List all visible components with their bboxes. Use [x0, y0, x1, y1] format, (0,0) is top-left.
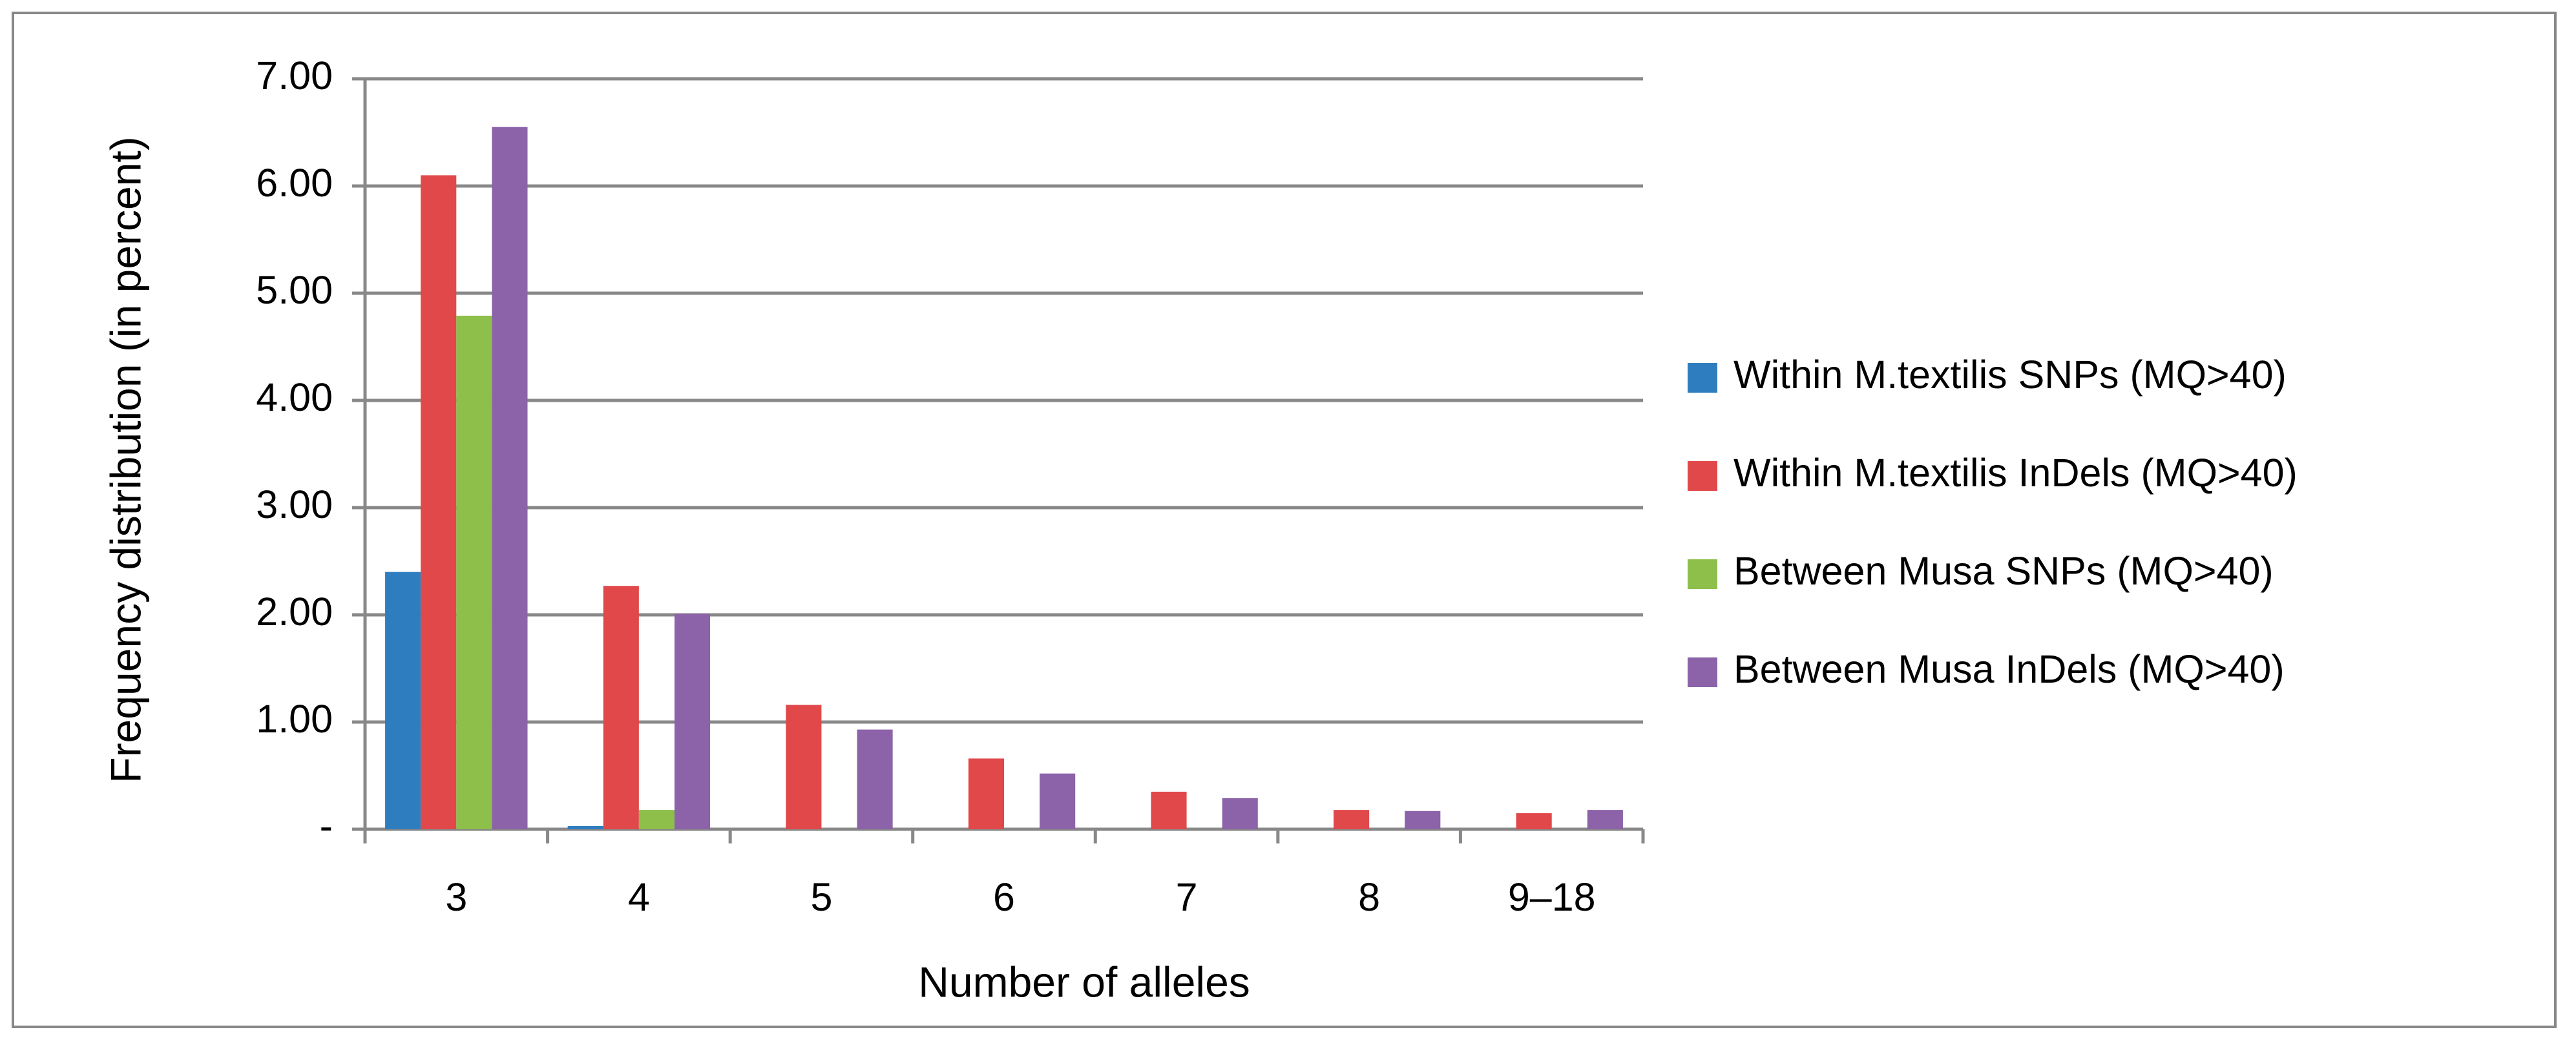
y-tick-label: 6.00 — [256, 161, 333, 205]
y-tick-label: 4.00 — [256, 375, 333, 419]
legend-label: Within M.textilis SNPs (MQ>40) — [1733, 353, 2287, 397]
legend-label: Between Musa SNPs (MQ>40) — [1733, 549, 2274, 593]
bar — [492, 127, 528, 830]
y-tick-label: 3.00 — [256, 482, 333, 526]
bar — [567, 826, 603, 829]
bar — [385, 572, 421, 829]
legend-label: Between Musa InDels (MQ>40) — [1733, 647, 2285, 691]
bar — [1516, 813, 1552, 829]
bar — [1040, 773, 1076, 829]
x-tick-label: 9–18 — [1508, 875, 1596, 919]
y-tick-label: 7.00 — [256, 54, 333, 98]
x-tick-label: 7 — [1176, 875, 1198, 919]
bar — [1222, 798, 1258, 829]
x-tick-label: 4 — [628, 875, 650, 919]
bar — [1151, 791, 1187, 829]
legend-swatch — [1688, 657, 1717, 687]
y-tick-label: 2.00 — [256, 590, 333, 634]
y-tick-label: 5.00 — [256, 268, 333, 312]
bar — [1334, 810, 1370, 829]
bar — [603, 586, 639, 829]
y-axis-label: Frequency distribution (in percent) — [101, 136, 149, 783]
bar — [857, 729, 893, 829]
bar — [1587, 810, 1623, 829]
legend-swatch — [1688, 363, 1717, 393]
y-tick-label: 1.00 — [256, 697, 333, 741]
legend-swatch — [1688, 461, 1717, 491]
bar — [421, 175, 457, 829]
bar — [456, 315, 492, 829]
x-tick-label: 5 — [810, 875, 832, 919]
chart-frame — [12, 12, 2557, 1028]
legend-swatch — [1688, 559, 1717, 589]
x-axis-label: Number of alleles — [918, 958, 1250, 1006]
bar — [786, 705, 822, 829]
bar — [674, 614, 711, 829]
bar — [968, 758, 1004, 829]
x-tick-label: 8 — [1358, 875, 1380, 919]
bar — [1405, 811, 1441, 829]
x-tick-label: 6 — [993, 875, 1015, 919]
legend-label: Within M.textilis InDels (MQ>40) — [1733, 451, 2298, 495]
bar — [638, 810, 675, 829]
x-tick-label: 3 — [445, 875, 467, 919]
y-tick-label: - — [320, 804, 333, 848]
